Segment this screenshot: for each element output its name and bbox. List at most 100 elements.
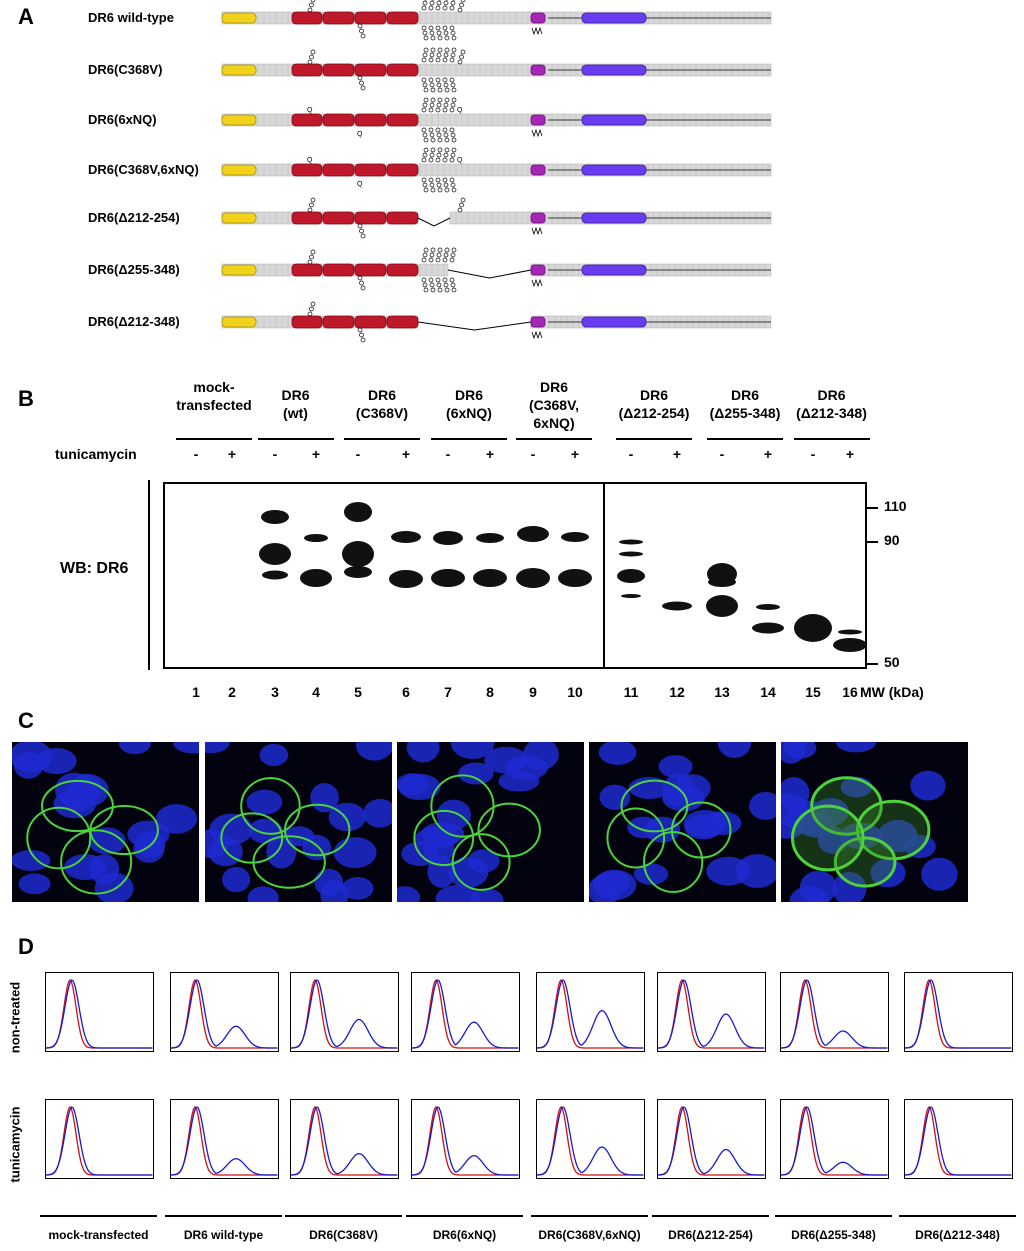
- flow-histogram: [170, 1099, 279, 1179]
- histogram-row-label: non-treated: [7, 981, 23, 1054]
- sample-histogram-line: [781, 979, 888, 1049]
- flow-histogram: [904, 972, 1013, 1052]
- nucleus: [450, 742, 495, 760]
- nucleus: [484, 746, 528, 774]
- flow-histogram: [657, 1099, 766, 1179]
- nucleus: [397, 773, 429, 796]
- control-histogram-line: [46, 978, 153, 1049]
- nucleus: [222, 866, 251, 893]
- nucleus: [662, 784, 705, 812]
- histogram-column-label: DR6(C368V,6xNQ): [538, 1228, 641, 1242]
- nucleus: [205, 742, 230, 754]
- blot-band: [838, 629, 862, 635]
- mw-marker-label: 50: [884, 654, 900, 670]
- o-glycan-cluster: [442, 47, 450, 93]
- o-glycan-cluster: [421, 47, 429, 93]
- flow-histogram: [536, 972, 645, 1052]
- lane-number: 1: [192, 684, 200, 700]
- sample-histogram-line: [291, 979, 398, 1049]
- cell-membrane-stain: [413, 809, 475, 867]
- crd-domain: [322, 63, 355, 77]
- nucleus: [658, 755, 693, 778]
- sample-histogram-line: [781, 1106, 888, 1176]
- construct-label: DR6 wild-type: [88, 10, 174, 25]
- crd-domain: [354, 11, 387, 25]
- construct-schematic: [221, 247, 772, 293]
- nucleus: [118, 742, 151, 755]
- column-underline: [531, 1215, 648, 1217]
- o-glycan-cluster: [428, 0, 436, 41]
- nucleus: [62, 783, 96, 812]
- deletion-gap: [417, 217, 451, 227]
- sample-histogram-line: [905, 979, 1012, 1049]
- treatment-sign: +: [401, 446, 411, 462]
- transmembrane-domain: [530, 114, 546, 126]
- crd-domain: [322, 163, 355, 177]
- nucleus: [593, 869, 637, 901]
- blot-band: [619, 551, 643, 557]
- treatment-sign: -: [530, 446, 536, 462]
- flow-histogram: [780, 1099, 889, 1179]
- blot-band: [262, 570, 288, 580]
- treatment-sign: +: [763, 446, 773, 462]
- blot-band: [304, 534, 328, 542]
- o-glycan-cluster: [435, 47, 443, 93]
- glycan-mark: [307, 249, 316, 265]
- o-glycan-cluster: [449, 97, 457, 143]
- nucleus: [910, 770, 946, 801]
- nucleus: [12, 849, 51, 871]
- treatment-sign: +: [227, 446, 237, 462]
- crd-domain: [386, 315, 419, 329]
- sample-histogram-line: [171, 1106, 278, 1176]
- blot-band: [433, 531, 463, 545]
- column-underline: [406, 1215, 523, 1217]
- group-underline: [431, 438, 507, 440]
- nucleus: [523, 742, 559, 771]
- nucleus: [633, 863, 669, 885]
- mw-marker-label: 110: [884, 498, 907, 514]
- nucleus: [835, 742, 877, 753]
- blot-band: [619, 539, 643, 545]
- death-domain: [581, 264, 647, 276]
- blot-band: [473, 569, 507, 587]
- o-glycan-cluster: [421, 247, 429, 293]
- column-underline: [899, 1215, 1016, 1217]
- nucleus: [870, 858, 906, 888]
- blot-band: [342, 541, 374, 567]
- mw-marker-label: 90: [884, 532, 900, 548]
- blot-band: [833, 638, 867, 652]
- nucleus: [599, 784, 631, 810]
- lane-number: 16: [842, 684, 858, 700]
- blot-band: [558, 569, 592, 587]
- nucleus: [397, 886, 421, 902]
- nucleus: [248, 818, 283, 844]
- nucleus: [259, 743, 289, 767]
- flow-histogram: [411, 972, 520, 1052]
- o-glycan-cluster: [435, 0, 443, 41]
- blot-band: [261, 510, 289, 524]
- glycan-mark: [357, 275, 366, 291]
- cell-membrane-stain: [283, 803, 351, 857]
- crd-domain: [386, 263, 419, 277]
- nucleus: [209, 813, 253, 846]
- group-label: DR6 (C368V, 6xNQ): [528, 379, 580, 431]
- construct-label: DR6(Δ212-254): [88, 210, 180, 225]
- crd-domain: [354, 263, 387, 277]
- treatment-sign: -: [193, 446, 199, 462]
- blot-band: [431, 569, 465, 587]
- crd-domain: [386, 113, 419, 127]
- glycan-mark: Q: [307, 157, 313, 164]
- lane-number: 4: [312, 684, 320, 700]
- crd-domain: [291, 11, 323, 25]
- flow-histogram: [780, 972, 889, 1052]
- mw-tick: [866, 541, 878, 543]
- crd-domain: [386, 63, 419, 77]
- crd-domain: [322, 113, 355, 127]
- lane-number: 3: [271, 684, 279, 700]
- group-underline: [707, 438, 783, 440]
- group-label: DR6 (Δ212-348): [796, 387, 867, 421]
- panel-letter-b: B: [18, 386, 34, 411]
- treatment-sign: +: [570, 446, 580, 462]
- control-histogram-line: [171, 978, 278, 1049]
- nucleus: [88, 827, 126, 855]
